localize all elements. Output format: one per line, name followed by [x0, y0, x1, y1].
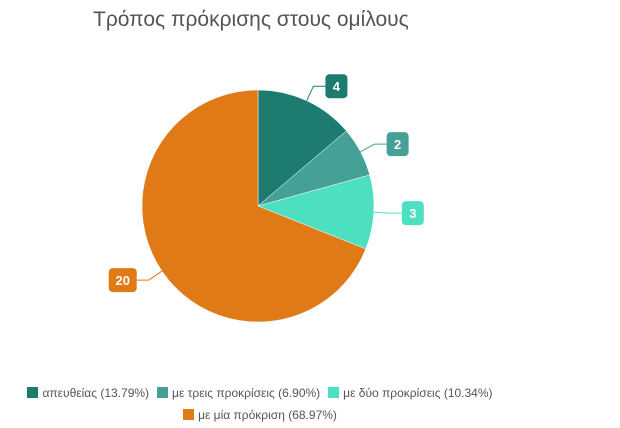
leader-line-3: [136, 270, 163, 281]
legend-swatch: [328, 387, 340, 398]
pie-slice-3[interactable]: [141, 89, 367, 323]
data-label-box-2: [401, 201, 424, 226]
leader-line-0: [306, 85, 326, 101]
legend-item-3[interactable]: με μία πρόκριση (68.97%): [183, 404, 337, 426]
legend: απευθείας (13.79%) με τρεις προκρίσεις (6…: [0, 382, 520, 426]
chart-title: Τρόπος πρόκρισης στους ομίλους: [93, 8, 409, 31]
leader-line-2: [373, 211, 402, 214]
pie-slice-2[interactable]: [257, 174, 375, 250]
legend-label: απευθείας (13.79%): [42, 386, 150, 400]
legend-item-2[interactable]: με δύο προκρίσεις (10.34%): [328, 382, 493, 404]
data-label-0: 4: [333, 79, 341, 94]
leader-line-1: [360, 143, 387, 153]
data-label-1: 2: [394, 137, 401, 152]
data-label-2: 3: [409, 206, 416, 221]
legend-swatch: [183, 409, 195, 420]
data-label-box-0: [325, 74, 348, 99]
legend-item-1[interactable]: με τρεις προκρίσεις (6.90%): [157, 382, 320, 404]
legend-label: με τρεις προκρίσεις (6.90%): [172, 386, 321, 400]
legend-label: με δύο προκρίσεις (10.34%): [343, 386, 493, 400]
legend-label: με μία πρόκριση (68.97%): [198, 408, 337, 422]
data-label-box-3: [108, 268, 137, 293]
legend-swatch: [157, 387, 169, 398]
legend-swatch: [27, 387, 39, 398]
legend-item-0[interactable]: απευθείας (13.79%): [27, 382, 149, 404]
data-label-3: 20: [116, 273, 130, 288]
data-label-box-1: [386, 132, 409, 157]
